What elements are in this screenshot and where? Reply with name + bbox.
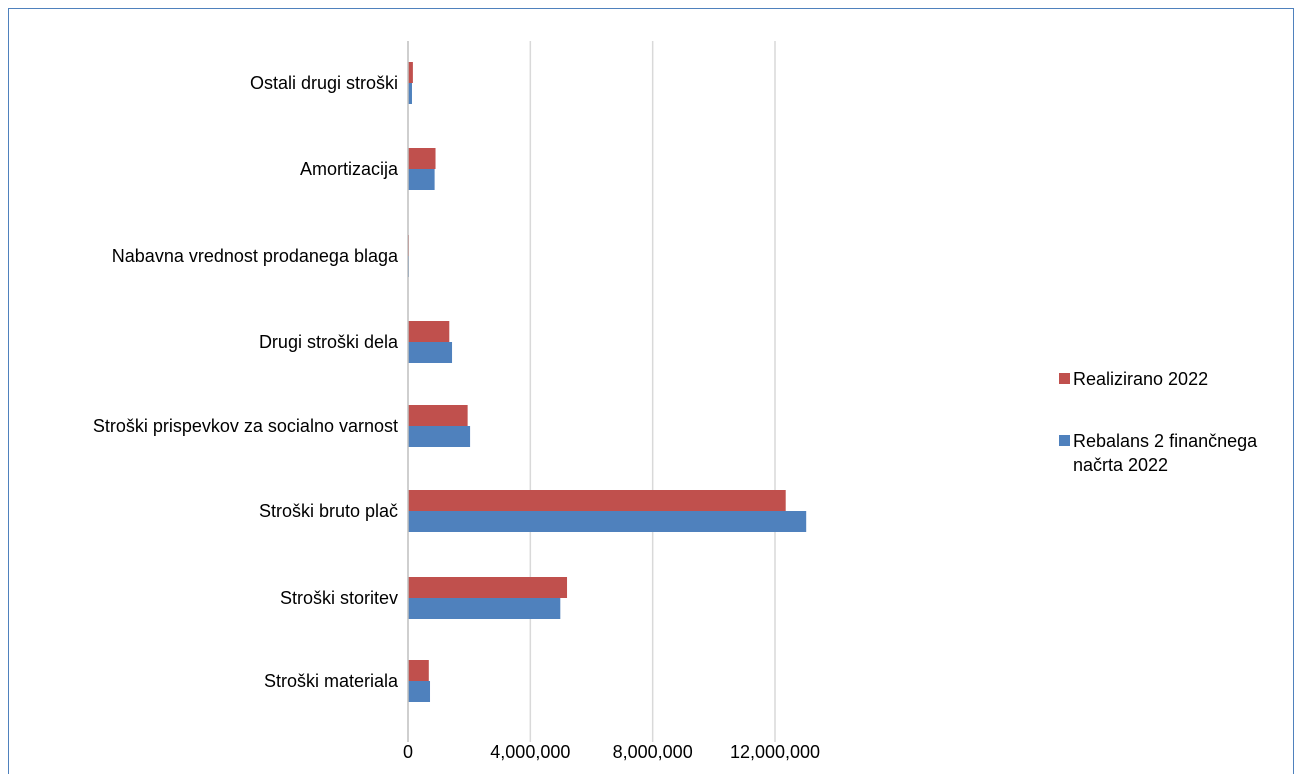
category-label-4: Drugi stroški dela <box>259 332 399 352</box>
category-label-0: Stroški materiala <box>264 671 399 691</box>
bar-layer <box>408 62 807 702</box>
bar-realizirano-3 <box>408 405 468 426</box>
category-labels: Stroški materiala Stroški storitev Stroški… <box>93 73 399 691</box>
bar-rebalans-2 <box>408 511 807 532</box>
legend: Realizirano 2022 Rebalans 2 finančnega nač… <box>1059 369 1258 475</box>
category-label-6: Amortizacija <box>300 159 399 179</box>
bar-realizirano-6 <box>408 148 436 169</box>
legend-swatch-realizirano <box>1059 373 1070 384</box>
legend-swatch-rebalans <box>1059 435 1070 446</box>
bar-realizirano-1 <box>408 577 568 598</box>
category-label-1: Stroški storitev <box>280 588 398 608</box>
chart-frame: Stroški materiala Stroški storitev Stroški… <box>8 8 1294 774</box>
x-tick-label-3: 12,000,000 <box>730 742 820 762</box>
category-label-7: Ostali drugi stroški <box>250 73 398 93</box>
bar-rebalans-3 <box>408 426 471 447</box>
bar-realizirano-7 <box>408 62 413 83</box>
bar-realizirano-0 <box>408 660 429 681</box>
bar-chart: Stroški materiala Stroški storitev Stroški… <box>93 41 1258 762</box>
bar-rebalans-7 <box>408 83 412 104</box>
bar-rebalans-4 <box>408 342 453 363</box>
legend-label-rebalans: Rebalans 2 finančnega načrta 2022 <box>1073 431 1258 475</box>
x-tick-label-1: 4,000,000 <box>490 742 570 762</box>
bar-realizirano-4 <box>408 321 450 342</box>
category-label-5: Nabavna vrednost prodanega blaga <box>112 246 399 266</box>
grid-layer <box>529 41 776 742</box>
category-label-2: Stroški bruto plač <box>259 501 398 521</box>
legend-label-realizirano: Realizirano 2022 <box>1073 369 1208 389</box>
x-tick-label-2: 8,000,000 <box>613 742 693 762</box>
bar-rebalans-0 <box>408 681 431 702</box>
bar-rebalans-6 <box>408 169 435 190</box>
x-tick-labels: 0 4,000,000 8,000,000 12,000,000 <box>403 742 820 762</box>
bar-realizirano-2 <box>408 490 786 511</box>
bar-rebalans-1 <box>408 598 561 619</box>
category-label-3: Stroški prispevkov za socialno varnost <box>93 416 398 436</box>
x-tick-label-0: 0 <box>403 742 413 762</box>
